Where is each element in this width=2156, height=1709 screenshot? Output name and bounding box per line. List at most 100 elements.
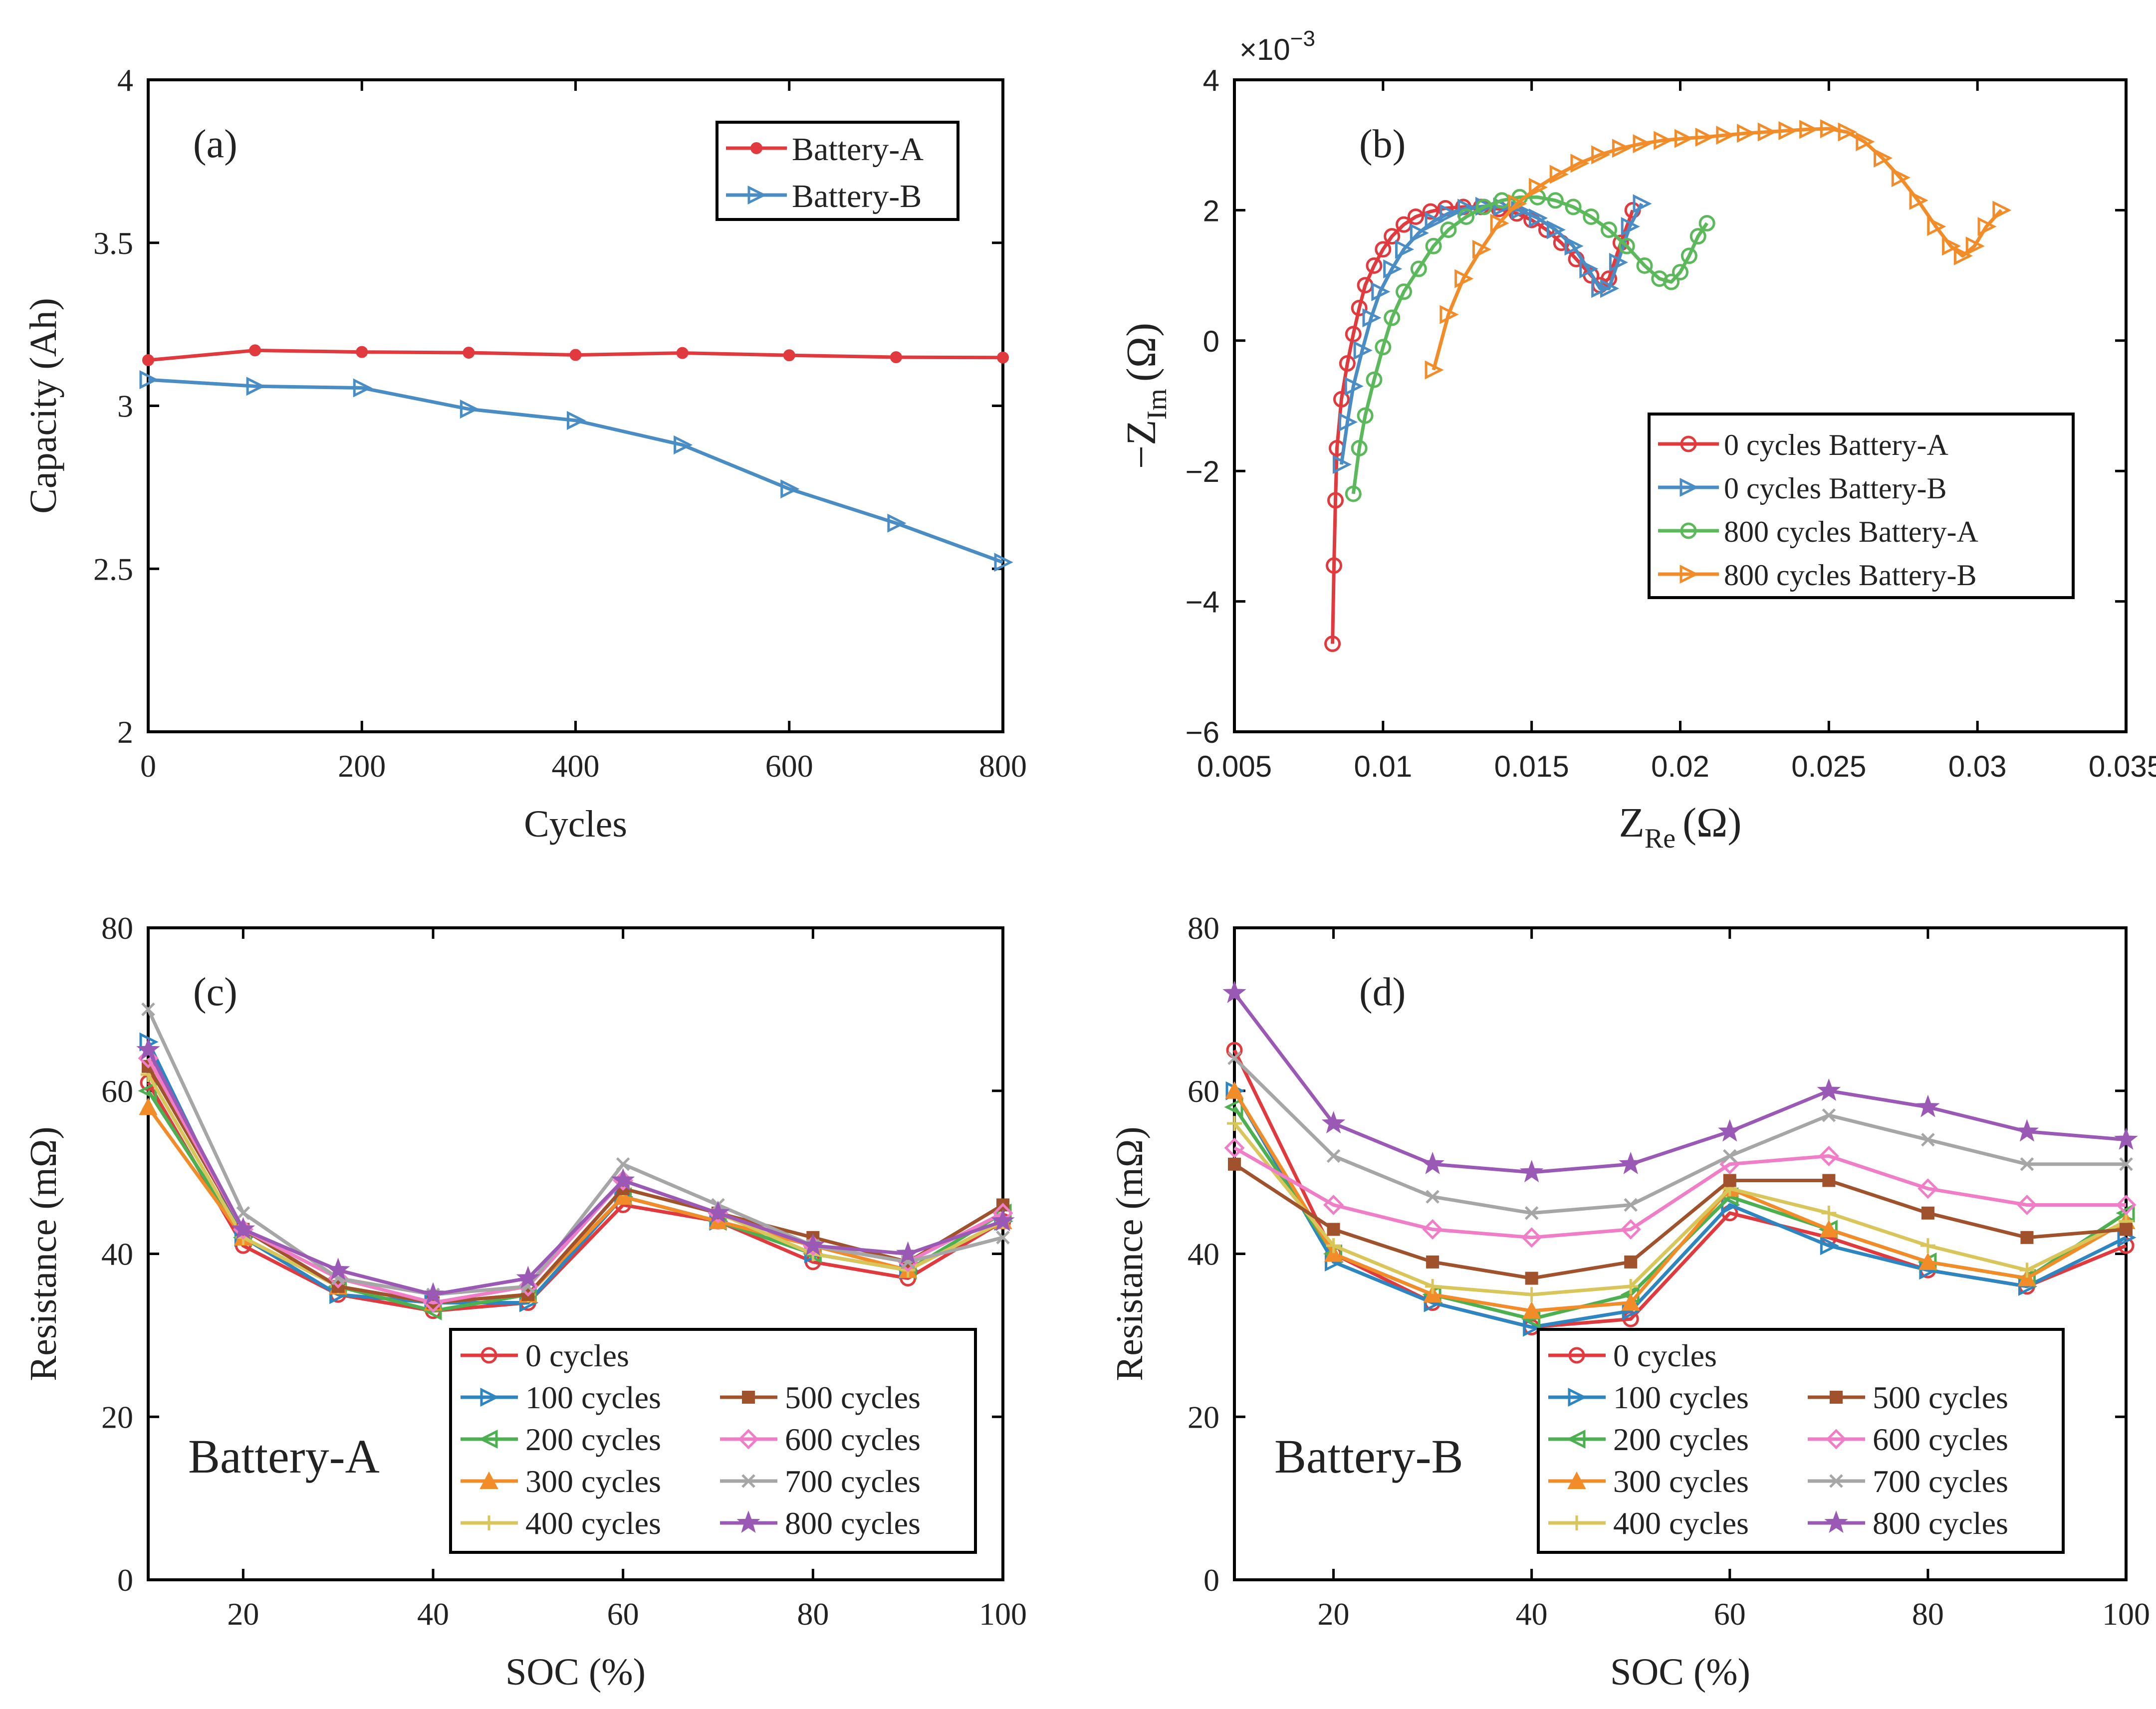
data-point	[249, 344, 261, 357]
data-point	[994, 553, 1013, 572]
data-point	[1490, 214, 1509, 233]
series-800-cycles-battery-b	[1425, 119, 2012, 380]
legend-box	[1648, 413, 2075, 599]
data-point	[142, 354, 154, 367]
legend-label: 700 cycles	[1873, 1464, 2008, 1499]
legend-marker	[1679, 564, 1699, 584]
data-point	[1549, 165, 1569, 184]
data-point	[1909, 191, 1928, 210]
legend-marker	[1680, 435, 1697, 452]
data-point	[1965, 236, 1985, 256]
data-point	[1891, 168, 1911, 188]
data-point	[1698, 215, 1715, 232]
series-battery-b	[139, 370, 1013, 572]
legend-marker	[742, 1391, 755, 1404]
y-tick-label: 80	[1188, 910, 1219, 946]
data-point	[356, 346, 368, 358]
series-line	[146, 1008, 1003, 1296]
y-tick-label: 2.5	[93, 551, 133, 587]
data-point	[1425, 1279, 1440, 1294]
x-tick-label: 60	[607, 1596, 639, 1632]
data-point	[136, 1038, 160, 1061]
data-point	[1326, 1149, 1341, 1163]
data-point	[783, 349, 795, 362]
data-point	[1565, 199, 1582, 215]
series-800-cycles	[136, 1038, 1015, 1305]
data-point	[1439, 305, 1459, 324]
data-point	[1564, 236, 1584, 256]
data-point	[1529, 209, 1548, 228]
data-point	[1344, 377, 1364, 396]
panel-label: (b)	[1359, 122, 1406, 166]
data-point	[1454, 269, 1474, 288]
legend-label: 0 cycles Battery-B	[1724, 472, 1947, 505]
data-point	[1723, 1174, 1736, 1187]
series-line	[1432, 127, 2003, 371]
data-point	[896, 1241, 920, 1264]
data-point	[1371, 282, 1391, 301]
series-battery-a	[142, 344, 1009, 367]
legend: 0 cycles 100 cycles 200 cycles 300 cycles 40…	[449, 1328, 977, 1554]
y-axis-label: Capacity (Ah)	[22, 298, 64, 514]
data-point	[1375, 241, 1392, 258]
data-point	[1345, 326, 1362, 343]
y-multiplier-exp: −3	[1290, 26, 1315, 51]
x-tick-label: 0.035	[2089, 750, 2156, 783]
data-point	[1654, 131, 1673, 150]
legend-label: 400 cycles	[1613, 1505, 1749, 1541]
data-point	[569, 349, 582, 361]
data-point	[1921, 1133, 1935, 1147]
legend-label: Battery-B	[792, 178, 922, 214]
series-0-cycles	[1226, 1042, 2135, 1336]
data-point	[1583, 208, 1600, 225]
data-point	[1439, 204, 1459, 223]
data-point	[1579, 259, 1599, 279]
data-point	[1821, 1205, 1837, 1221]
legend-box	[716, 121, 959, 221]
data-point	[2019, 1263, 2035, 1278]
data-point	[1225, 1081, 1244, 1099]
y-axis-label-sub: Im	[1142, 389, 1173, 420]
y-tick-label: 40	[101, 1237, 133, 1272]
data-point	[1737, 124, 1756, 143]
data-point	[1716, 126, 1735, 145]
data-point	[1818, 1145, 1839, 1166]
panel-label: (d)	[1359, 970, 1406, 1014]
legend-label: 800 cycles Battery-B	[1724, 559, 1977, 592]
data-point	[1338, 413, 1358, 432]
x-axis-label: SOC (%)	[1610, 1651, 1750, 1693]
data-point	[353, 378, 372, 398]
data-point	[1426, 1190, 1439, 1204]
data-point	[1525, 1272, 1538, 1285]
data-point	[1546, 220, 1566, 239]
y-multiplier-base: ×10	[1239, 33, 1290, 66]
legend-box	[449, 1328, 977, 1554]
data-point	[1345, 485, 1362, 502]
legend-marker	[1679, 477, 1699, 497]
legend-marker	[481, 1515, 496, 1530]
legend-label: 100 cycles	[1613, 1380, 1749, 1415]
data-point	[1927, 217, 1946, 236]
data-point	[801, 1233, 825, 1256]
chart-b: 0.005 0.01 0.015 0.02 0.025 0.03 0.035 −6 −4 −2 0 2…	[1118, 26, 2156, 854]
data-point	[1624, 1255, 1638, 1269]
data-point	[1822, 1174, 1836, 1187]
legend-marker	[1568, 1347, 1585, 1364]
series-600-cycles	[1224, 1137, 2137, 1248]
legend-label: 600 cycles	[1873, 1422, 2008, 1457]
data-point	[1351, 299, 1368, 316]
legend-marker	[1680, 522, 1697, 539]
data-point	[1326, 1238, 1341, 1254]
y-tick-label: 4	[1203, 64, 1219, 97]
data-point	[2015, 1119, 2039, 1142]
data-point	[1351, 439, 1368, 456]
series-line	[1232, 1049, 2127, 1329]
x-tick-label: 0.02	[1651, 750, 1709, 783]
data-point	[2114, 1127, 2138, 1150]
x-tick-label: 40	[417, 1596, 449, 1632]
data-point	[2119, 1157, 2133, 1171]
y-tick-label: 0	[117, 1562, 133, 1598]
x-axis-label: Cycles	[524, 803, 627, 845]
data-point	[1524, 1206, 1539, 1220]
series-line	[1233, 1057, 2126, 1215]
